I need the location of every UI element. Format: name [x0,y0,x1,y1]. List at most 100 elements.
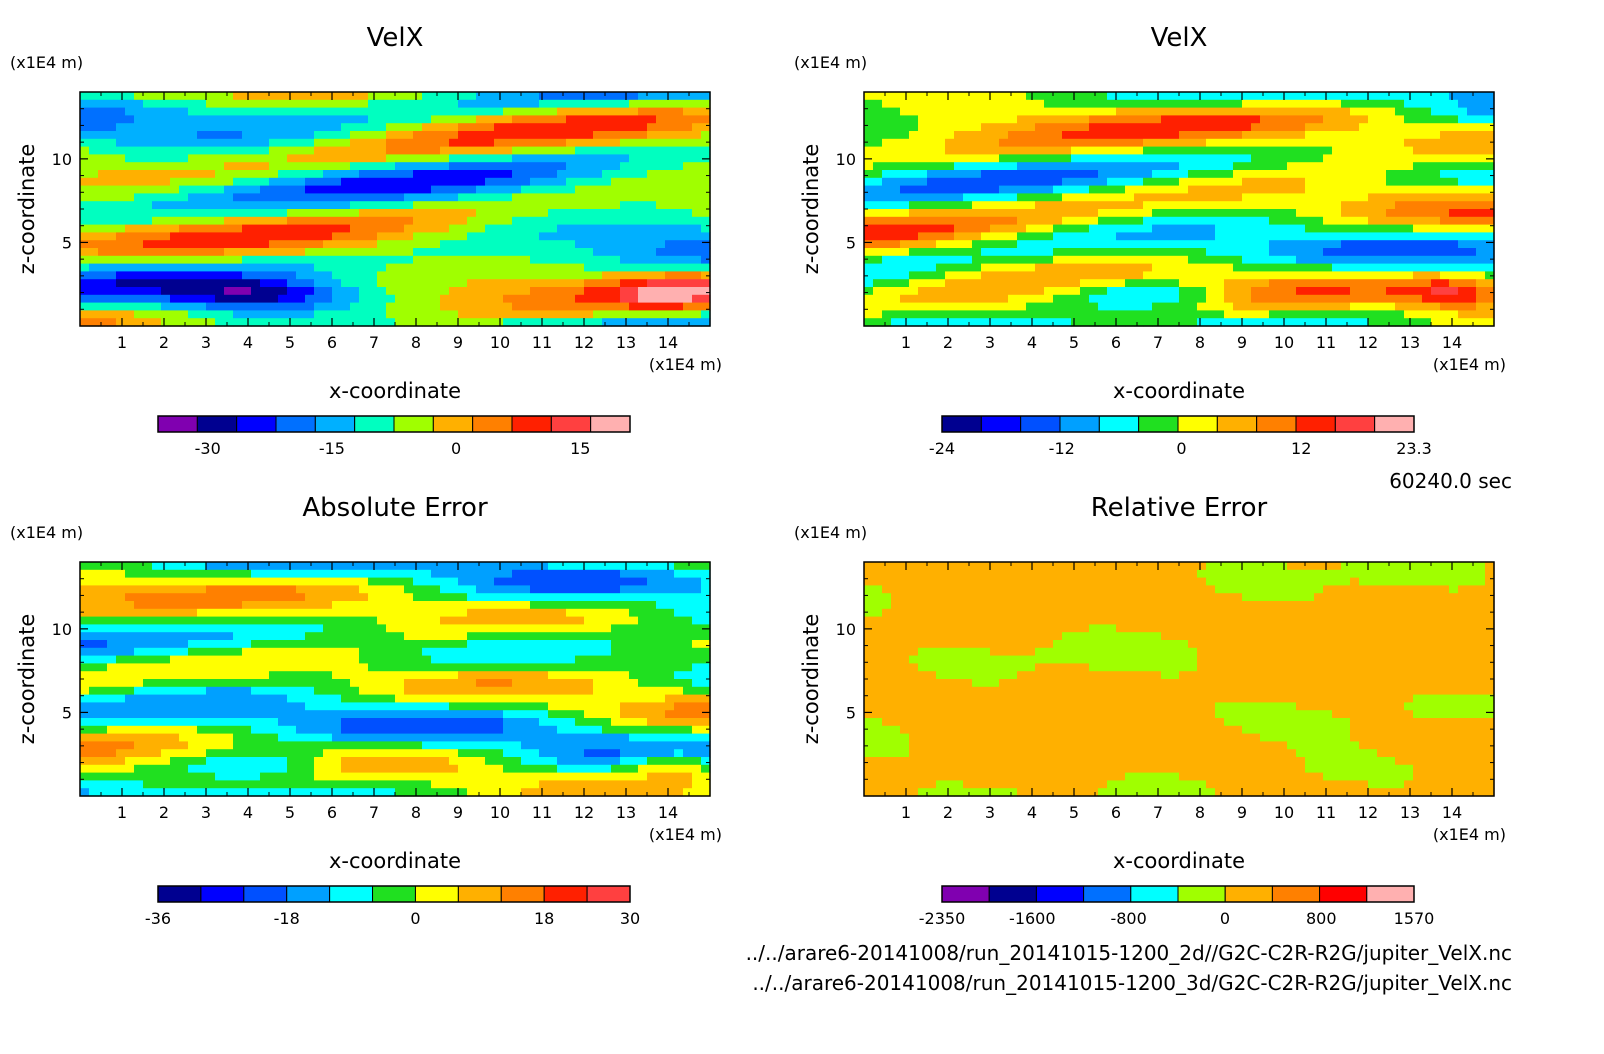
heatmap-cell [1368,92,1378,101]
heatmap-cell [476,294,486,304]
heatmap-cell [440,209,450,218]
heatmap-cell [251,177,261,187]
heatmap-cell [674,240,684,249]
heatmap-cell [1395,170,1405,179]
heatmap-cell [1485,201,1495,210]
heatmap-cell [1035,162,1045,171]
heatmap-cell [1440,263,1450,272]
heatmap-cell [188,318,198,327]
heatmap-cell [161,562,171,571]
heatmap-cell [1233,107,1243,116]
heatmap-cell [1089,279,1099,288]
heatmap-cell [1170,224,1180,233]
heatmap-cell [503,318,513,327]
heatmap-cell [1116,224,1126,233]
heatmap-cell [918,255,928,265]
heatmap-cell [1206,232,1216,241]
heatmap-cell [368,263,378,272]
heatmap-cell [1458,185,1468,194]
heatmap-cell [1440,193,1450,202]
heatmap-cell [1206,216,1216,226]
heatmap-cell [1215,302,1225,311]
heatmap-cell [1440,248,1450,257]
heatmap-cell [936,201,946,210]
heatmap-cell [233,318,243,327]
heatmap-cell [386,224,396,233]
heatmap-cell [1350,92,1360,101]
heatmap-cell [251,255,261,265]
heatmap-cell [1269,92,1279,101]
heatmap-cell [125,99,135,109]
heatmap-cell [332,271,342,280]
heatmap-cell [891,107,901,116]
heatmap-cell [242,310,252,319]
heatmap-cell [1053,131,1063,140]
heatmap-cell [251,193,261,202]
heatmap-cell [134,601,144,610]
heatmap-cell [963,131,973,140]
heatmap-cell [134,232,144,241]
heatmap-cell [359,302,369,311]
heatmap-cell [134,593,144,602]
heatmap-cell [1035,209,1045,218]
heatmap-cell [1062,92,1072,101]
heatmap-cell [350,302,360,311]
heatmap-cell [990,138,1000,148]
heatmap-cell [476,232,486,241]
heatmap-cell [1206,302,1216,311]
heatmap-cell [1134,170,1144,179]
heatmap-cell [1422,123,1432,132]
heatmap-cell [377,138,387,148]
panel-2: VelX(x1E4 m)1 2 3 4 5 6 7 8 9 10 11 12 13 14510(x1E4 … [794,23,1506,458]
heatmap-cell [80,608,90,618]
heatmap-cell [134,224,144,233]
heatmap-cell [440,263,450,272]
heatmap-cell [1107,255,1117,265]
heatmap-cell [990,318,1000,327]
heatmap-cell [1332,162,1342,171]
heatmap-cell [1071,240,1081,249]
heatmap-cell [179,780,189,789]
heatmap-cell [1188,232,1198,241]
heatmap-cell [188,240,198,249]
heatmap-cell [152,177,162,187]
heatmap-cell [224,209,234,218]
heatmap-cell [116,710,126,719]
heatmap-cell [1107,248,1117,257]
heatmap-cell [1233,287,1243,296]
heatmap-cell [1386,146,1396,155]
heatmap-cell [954,240,964,249]
heatmap-cell [1377,170,1387,179]
heatmap-cell [260,224,270,233]
heatmap-cell [557,294,567,304]
heatmap-cell [179,162,189,171]
heatmap-cell [1026,216,1036,226]
heatmap-cell [1116,255,1126,265]
heatmap-cell [1332,131,1342,140]
heatmap-cell [1458,131,1468,140]
heatmap-cell [215,718,225,727]
heatmap-cell [305,92,315,101]
heatmap-cell [1071,224,1081,233]
heatmap-cell [882,131,892,140]
heatmap-cell [683,248,693,257]
heatmap-cell [152,710,162,719]
heatmap-cell [918,216,928,226]
heatmap-cell [1395,248,1405,257]
heatmap-cell [1341,279,1351,288]
heatmap-cell [431,248,441,257]
heatmap-cell [1188,154,1198,163]
heatmap-cell [701,232,711,241]
heatmap-cell [251,138,261,148]
heatmap-cell [963,138,973,148]
x-tick-label: 14 [1442,333,1462,352]
heatmap-cell [1449,154,1459,163]
heatmap-cell [125,647,135,657]
heatmap-cell [404,107,414,116]
heatmap-cell [377,302,387,311]
heatmap-cell [638,107,648,116]
heatmap-cell [440,115,450,124]
heatmap-cell [1134,209,1144,218]
heatmap-cell [1098,294,1108,304]
heatmap-cell [990,232,1000,241]
